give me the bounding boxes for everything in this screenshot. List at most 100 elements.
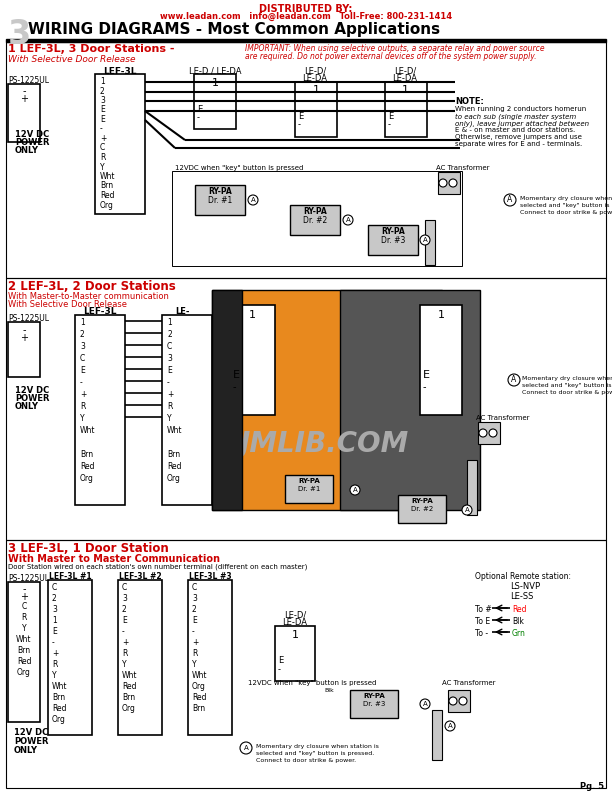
Text: Door Station wired on each station's own number terminal (different on each mast: Door Station wired on each station's own… [8,564,307,570]
Text: 2: 2 [167,330,172,339]
Text: Y: Y [52,671,57,680]
Bar [295,82,337,137]
Circle shape [449,179,457,187]
Text: C: C [52,583,58,592]
Bar [350,690,398,718]
Text: Dr. #3: Dr. #3 [381,236,405,245]
Text: To #: To # [475,605,492,614]
Text: Y: Y [80,414,84,423]
Text: selected and "key" button is pressed.: selected and "key" button is pressed. [520,203,612,208]
Bar [230,305,275,415]
Text: A: A [423,701,427,707]
Text: Y: Y [21,624,26,633]
Text: 12V DC: 12V DC [15,386,49,395]
Text: Connect to door strike & power.: Connect to door strike & power. [520,210,612,215]
Text: Dr. #3: Dr. #3 [363,701,385,707]
Text: C: C [100,143,105,153]
Bar [188,580,232,735]
Text: Brn: Brn [122,693,135,702]
Text: Dr. #1: Dr. #1 [298,486,320,492]
Text: 1: 1 [212,78,218,88]
Text: R: R [52,660,58,669]
Text: ONLY: ONLY [15,402,39,411]
Bar [478,422,500,444]
Text: 3: 3 [8,18,31,51]
Text: selected and "key" button is pressed.: selected and "key" button is pressed. [256,751,375,756]
Text: With Master to Master Communication: With Master to Master Communication [8,554,220,564]
Text: R: R [122,649,127,658]
Text: With Master-to-Master communication: With Master-to-Master communication [8,292,169,301]
Bar [6,278,606,540]
Circle shape [420,699,430,709]
Bar [385,82,427,137]
Text: E: E [80,366,84,375]
Text: +: + [52,649,58,658]
Text: +: + [20,94,28,104]
Text: AC Transformer: AC Transformer [436,165,490,171]
Text: Wht: Wht [100,172,116,181]
Text: A: A [251,197,255,203]
Text: PS-1225UL: PS-1225UL [8,574,49,583]
Text: +: + [122,638,129,647]
Text: A: A [423,237,427,243]
Bar [162,315,212,505]
Text: +: + [192,638,198,647]
Text: JMLIB.COM: JMLIB.COM [240,430,409,458]
Text: +: + [100,134,106,143]
Text: Red: Red [512,605,526,614]
Circle shape [439,179,447,187]
Text: 2 LEF-3L, 2 Door Stations: 2 LEF-3L, 2 Door Stations [8,280,176,293]
Text: A: A [447,723,452,729]
Text: 3: 3 [80,342,85,351]
Text: separate wires for E and - terminals.: separate wires for E and - terminals. [455,141,582,147]
Text: 1: 1 [248,310,255,320]
Bar [8,582,40,722]
Text: LEF-3L #1: LEF-3L #1 [49,572,91,581]
Text: Wht: Wht [167,426,182,435]
Text: 2: 2 [192,605,196,614]
Text: LE-DA: LE-DA [302,74,327,83]
Text: C: C [21,602,27,611]
Bar [340,290,480,510]
Text: E: E [52,627,57,636]
Text: PS-1225UL: PS-1225UL [8,314,49,323]
Text: selected and "key" button is pressed.: selected and "key" button is pressed. [522,383,612,388]
Text: LE-D/: LE-D/ [304,67,326,76]
Text: POWER: POWER [15,394,50,403]
Bar [212,290,442,510]
Bar [6,540,606,788]
Bar [285,475,333,503]
Text: LE-DA: LE-DA [392,74,417,83]
Text: -: - [167,378,170,387]
Text: +: + [167,390,173,399]
Text: 12VDC when "key" button is pressed: 12VDC when "key" button is pressed [248,680,376,686]
Bar [398,495,446,523]
Text: R: R [167,402,173,411]
Circle shape [489,429,497,437]
Text: 12V DC: 12V DC [14,728,48,737]
Text: +: + [80,390,86,399]
Text: LEF-3L: LEF-3L [103,67,136,76]
Text: NOTE:: NOTE: [455,97,484,106]
Text: R: R [21,613,27,622]
Text: With Selective Door Release: With Selective Door Release [8,55,135,64]
Text: E: E [233,370,240,380]
Text: www.leadan.com   info@leadan.com   Toll-Free: 800-231-1414: www.leadan.com info@leadan.com Toll-Free… [160,12,452,21]
Text: Brn: Brn [192,704,205,713]
Text: DISTRIBUTED BY:: DISTRIBUTED BY: [259,4,353,14]
Circle shape [445,721,455,731]
Text: Connect to door strike & power.: Connect to door strike & power. [256,758,356,763]
Bar [368,225,418,255]
Text: E: E [122,616,127,625]
Text: -: - [423,382,427,392]
Text: -: - [388,120,391,129]
Text: Org: Org [100,200,114,210]
Bar [432,710,442,760]
Text: RY-PA: RY-PA [381,227,405,236]
Text: 1: 1 [438,310,444,320]
Text: E: E [388,112,394,121]
Circle shape [350,485,360,495]
Text: RY-PA: RY-PA [411,498,433,504]
Text: IMPORTANT: When using selective outputs, a separate relay and power source: IMPORTANT: When using selective outputs,… [245,44,545,53]
Text: 1: 1 [291,630,299,640]
